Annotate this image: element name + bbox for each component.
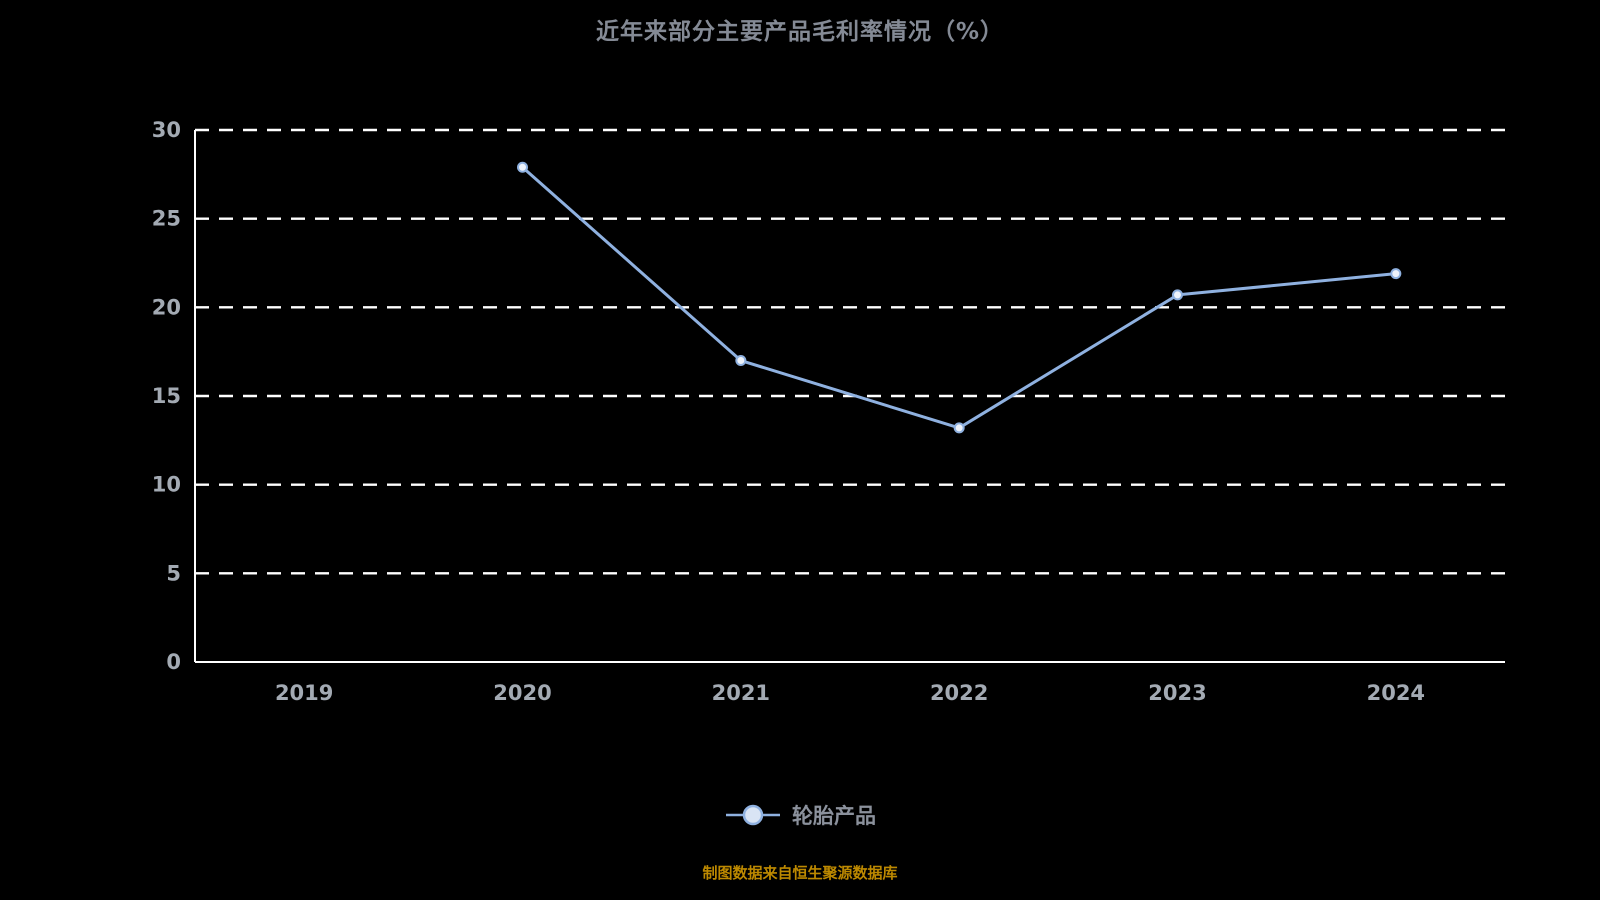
data-point-marker [1172,289,1183,301]
x-tick-label: 2019 [275,681,333,705]
legend: 轮胎产品 [0,800,1600,830]
x-tick-label: 2021 [712,681,770,705]
y-tick-label: 30 [152,118,181,142]
y-tick-label: 20 [152,295,181,319]
x-tick-label: 2024 [1367,681,1425,705]
x-tick-label: 2023 [1148,681,1206,705]
line-chart: 0 5 10 15 20 25 30 2019 2020 2021 2022 2023 2024 [152,118,1505,705]
data-point-marker [953,422,965,434]
series-line [521,165,1398,430]
legend-label: 轮胎产品 [792,804,876,828]
data-point-marker [517,161,528,173]
y-tick-label: 25 [152,207,181,231]
x-tick-label: 2022 [930,681,988,705]
y-tick-label: 10 [152,473,181,497]
y-tick-label: 15 [152,384,181,408]
y-tick-label: 5 [166,561,181,585]
y-tick-label: 0 [166,650,181,674]
legend-circle [742,804,764,826]
data-point-marker [735,355,747,367]
source-note: 制图数据来自恒生聚源数据库 [702,864,898,882]
data-point-marker [1390,268,1402,280]
chart-title: 近年来部分主要产品毛利率情况（%） [595,19,1005,45]
legend-marker-icon [726,804,780,826]
x-tick-label: 2020 [493,681,551,705]
